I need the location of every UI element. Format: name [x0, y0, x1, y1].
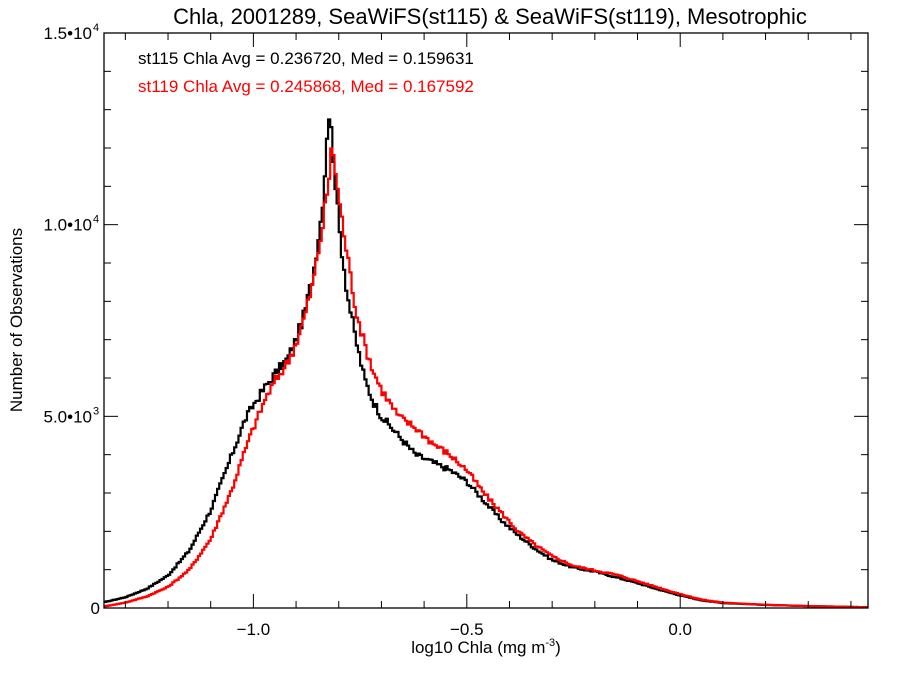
y-tick-exponent: 4 [93, 214, 99, 226]
y-tick-exponent: 4 [93, 22, 99, 34]
y-tick-label: 5.0•10 [44, 407, 93, 426]
series-st115-histogram [104, 118, 868, 609]
series-st119-histogram [104, 147, 868, 609]
y-tick-exponent: 3 [93, 405, 99, 417]
y-axis-ticks: 05.0•10 31.0•10 41.5•10 4 [44, 22, 868, 618]
series-layer [104, 118, 868, 609]
y-tick-label: 1.0•10 [44, 216, 93, 235]
chart-title: Chla, 2001289, SeaWiFS(st115) & SeaWiFS(… [173, 4, 807, 29]
x-tick-label: 0.0 [668, 620, 692, 639]
annotation-st119: st119 Chla Avg = 0.245868, Med = 0.16759… [138, 77, 474, 96]
plot-frame [103, 32, 869, 609]
y-tick-label: 1.5•10 [44, 24, 93, 43]
annotation-st115: st115 Chla Avg = 0.236720, Med = 0.15963… [138, 49, 474, 68]
x-axis-label: log10 Chla (mg m-3) [411, 637, 561, 657]
x-tick-label: −0.5 [450, 620, 484, 639]
x-axis-label-sup: -3 [545, 637, 555, 649]
x-axis-ticks: −1.0 −0.5 0.0 [124, 33, 852, 639]
x-axis-label-end: ) [555, 638, 561, 657]
y-tick-label: 0 [91, 599, 100, 618]
y-axis-label: Number of Observations [7, 228, 26, 412]
x-axis-label-main: log10 Chla (mg m [411, 638, 545, 657]
x-tick-label: −1.0 [237, 620, 271, 639]
